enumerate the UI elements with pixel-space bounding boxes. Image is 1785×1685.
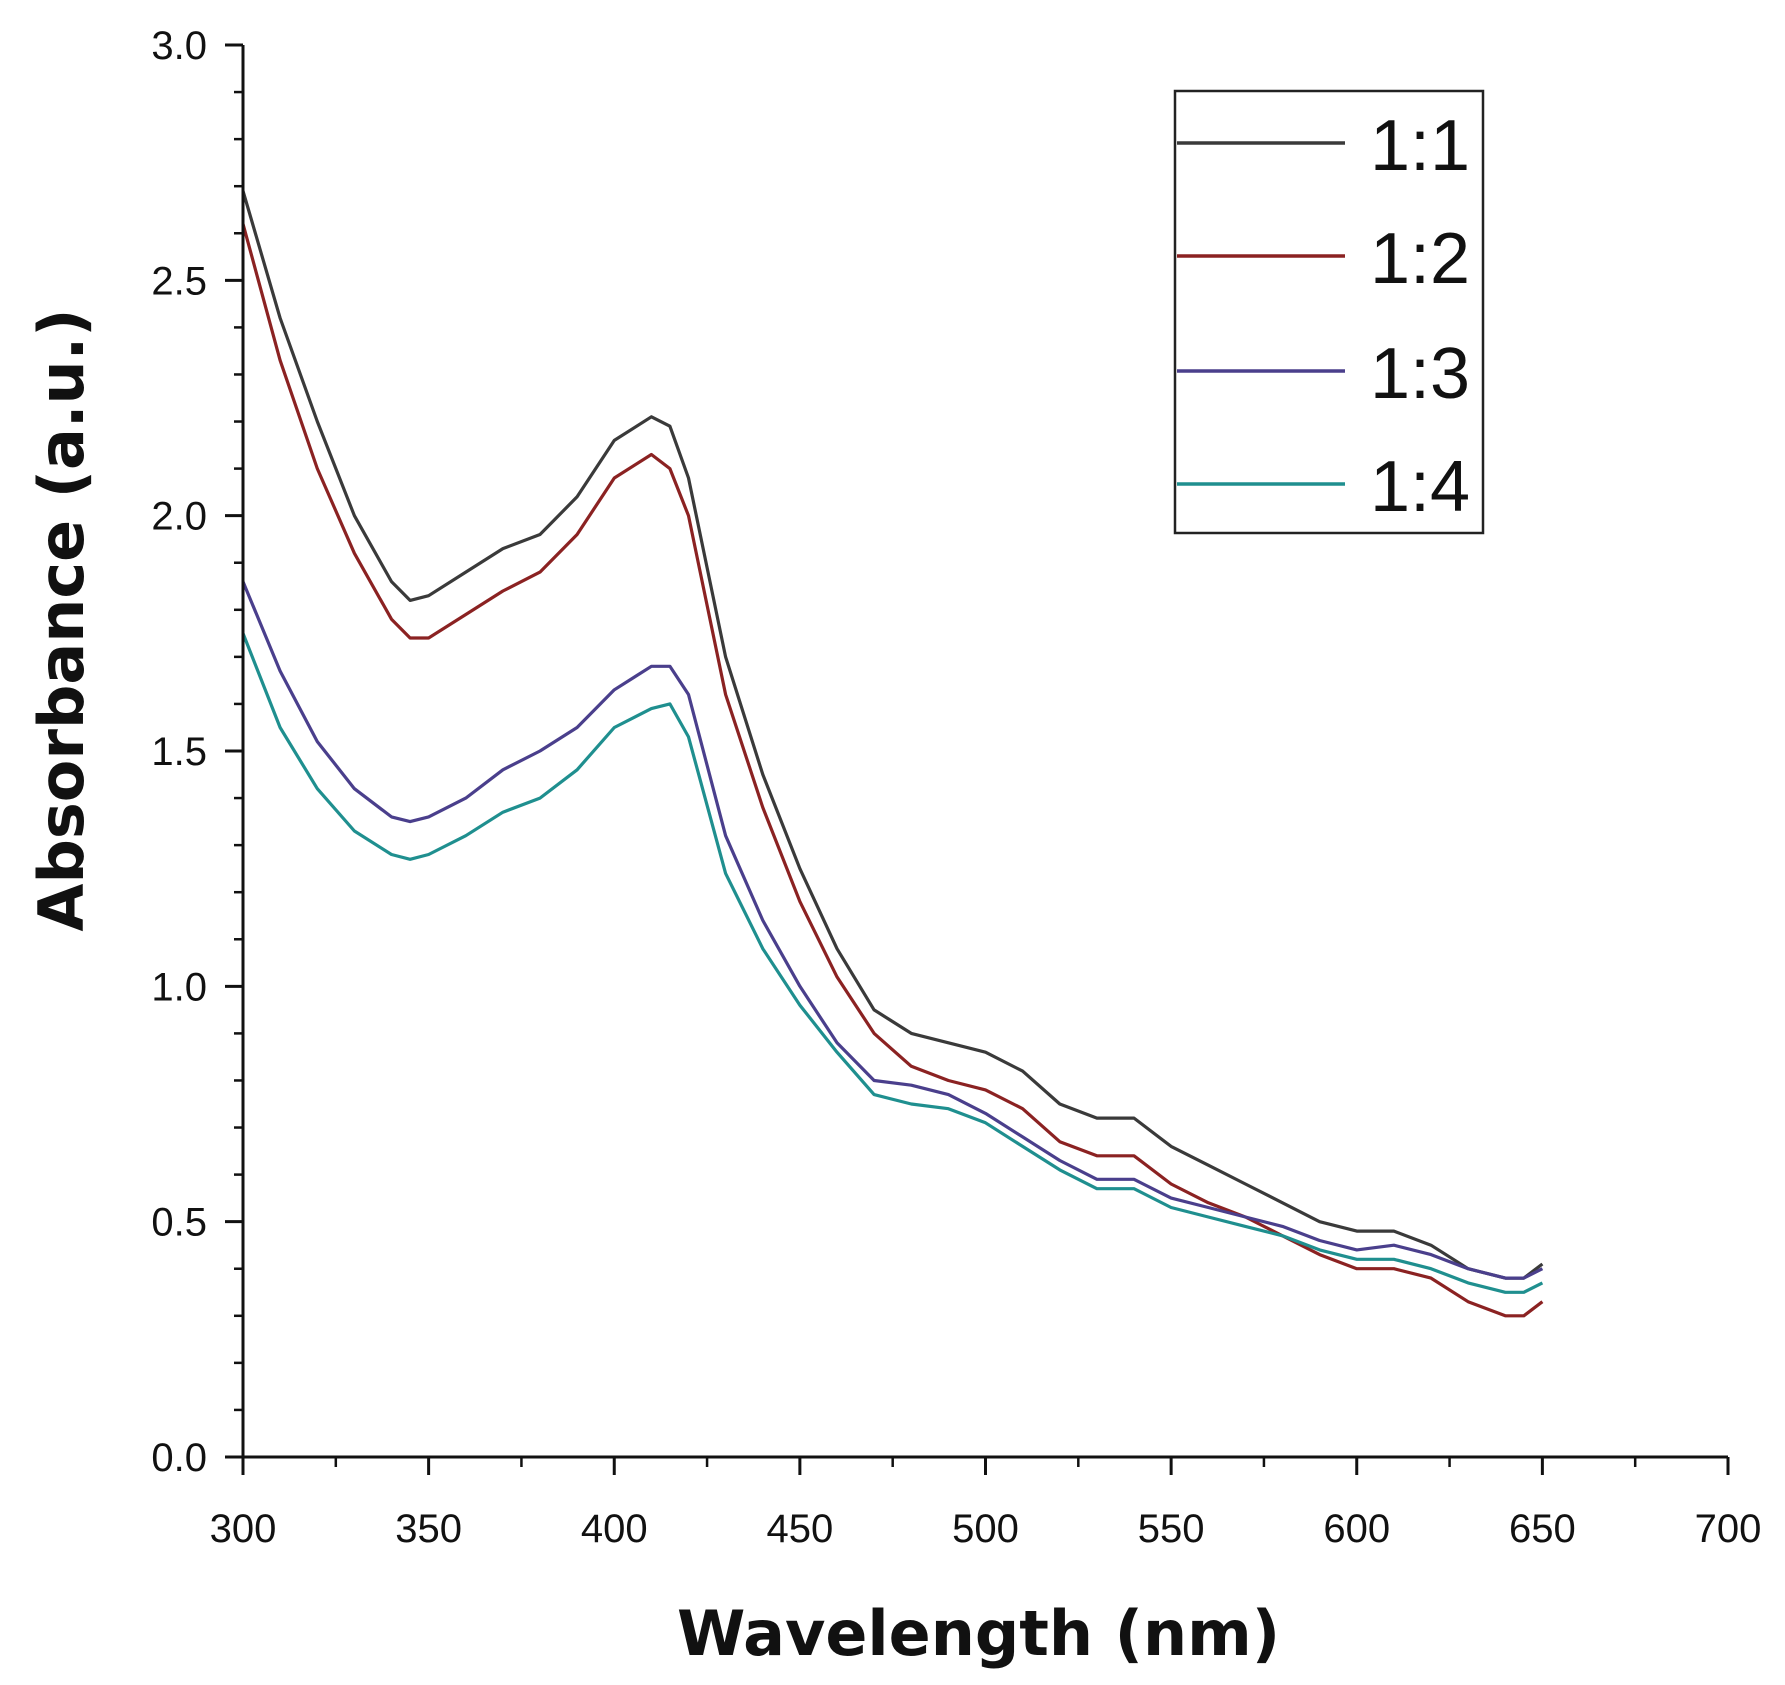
- series-line-4: [241, 632, 1544, 1294]
- y-tick-label: 0.5: [151, 1201, 207, 1245]
- series-line-2: [241, 223, 1544, 1318]
- axes: [241, 45, 1728, 1459]
- legend-label-4: 1:4: [1370, 447, 1470, 527]
- x-tick-label: 500: [952, 1507, 1019, 1551]
- ticks: 300 350 400 450 500 550 600 650 700 0.0 0.5 1.0 1.5 2…: [151, 24, 1761, 1551]
- x-tick-label: 700: [1695, 1507, 1762, 1551]
- y-tick-label: 3.0: [151, 24, 207, 68]
- x-tick-label: 400: [581, 1507, 648, 1551]
- y-tick-label: 2.5: [151, 259, 207, 303]
- x-tick-label: 650: [1509, 1507, 1576, 1551]
- series-line-3: [241, 580, 1544, 1280]
- legend-label-3: 1:3: [1370, 334, 1470, 414]
- y-tick-label: 2.0: [151, 495, 207, 539]
- legend-box: [1173, 89, 1485, 535]
- y-tick-label: 1.5: [151, 730, 207, 774]
- x-tick-label: 450: [767, 1507, 834, 1551]
- series-line-1: [241, 190, 1544, 1280]
- x-tick-label: 350: [395, 1507, 462, 1551]
- y-tick-label: 1.0: [151, 965, 207, 1009]
- x-tick-label: 550: [1138, 1507, 1205, 1551]
- x-tick-label: 600: [1323, 1507, 1390, 1551]
- y-axis-title: Absorbance (a.u.): [25, 309, 98, 932]
- x-axis-title: Wavelength (nm): [677, 1597, 1280, 1670]
- legend-label-2: 1:2: [1370, 219, 1470, 299]
- legend-label-1: 1:1: [1370, 106, 1470, 186]
- x-tick-label: 300: [210, 1507, 277, 1551]
- y-tick-label: 0.0: [151, 1436, 207, 1480]
- legend: 1:1 1:2 1:3 1:4: [1173, 89, 1485, 535]
- plot-lines: [241, 190, 1544, 1318]
